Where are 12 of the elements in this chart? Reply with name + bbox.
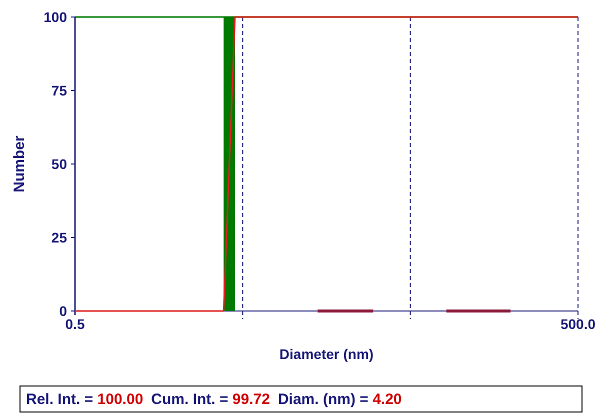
y-tick-label: 75 <box>51 82 68 98</box>
y-tick-label: 25 <box>51 229 68 246</box>
x-tick-label: 0.5 <box>65 316 85 332</box>
y-axis-title: Number <box>11 136 28 192</box>
x-axis-title: Diameter (nm) <box>279 346 374 362</box>
y-tick-label: 100 <box>44 8 68 25</box>
text: Cum. Int. = 99.72 <box>151 391 270 408</box>
y-tick-label: 50 <box>51 156 68 172</box>
text: Rel. Int. = 100.00 <box>26 391 144 408</box>
x-tick-label: 500.0 <box>560 316 596 332</box>
y-tick-label: 0 <box>59 302 68 319</box>
text: Diam. (nm) = 4.20 <box>278 391 402 408</box>
